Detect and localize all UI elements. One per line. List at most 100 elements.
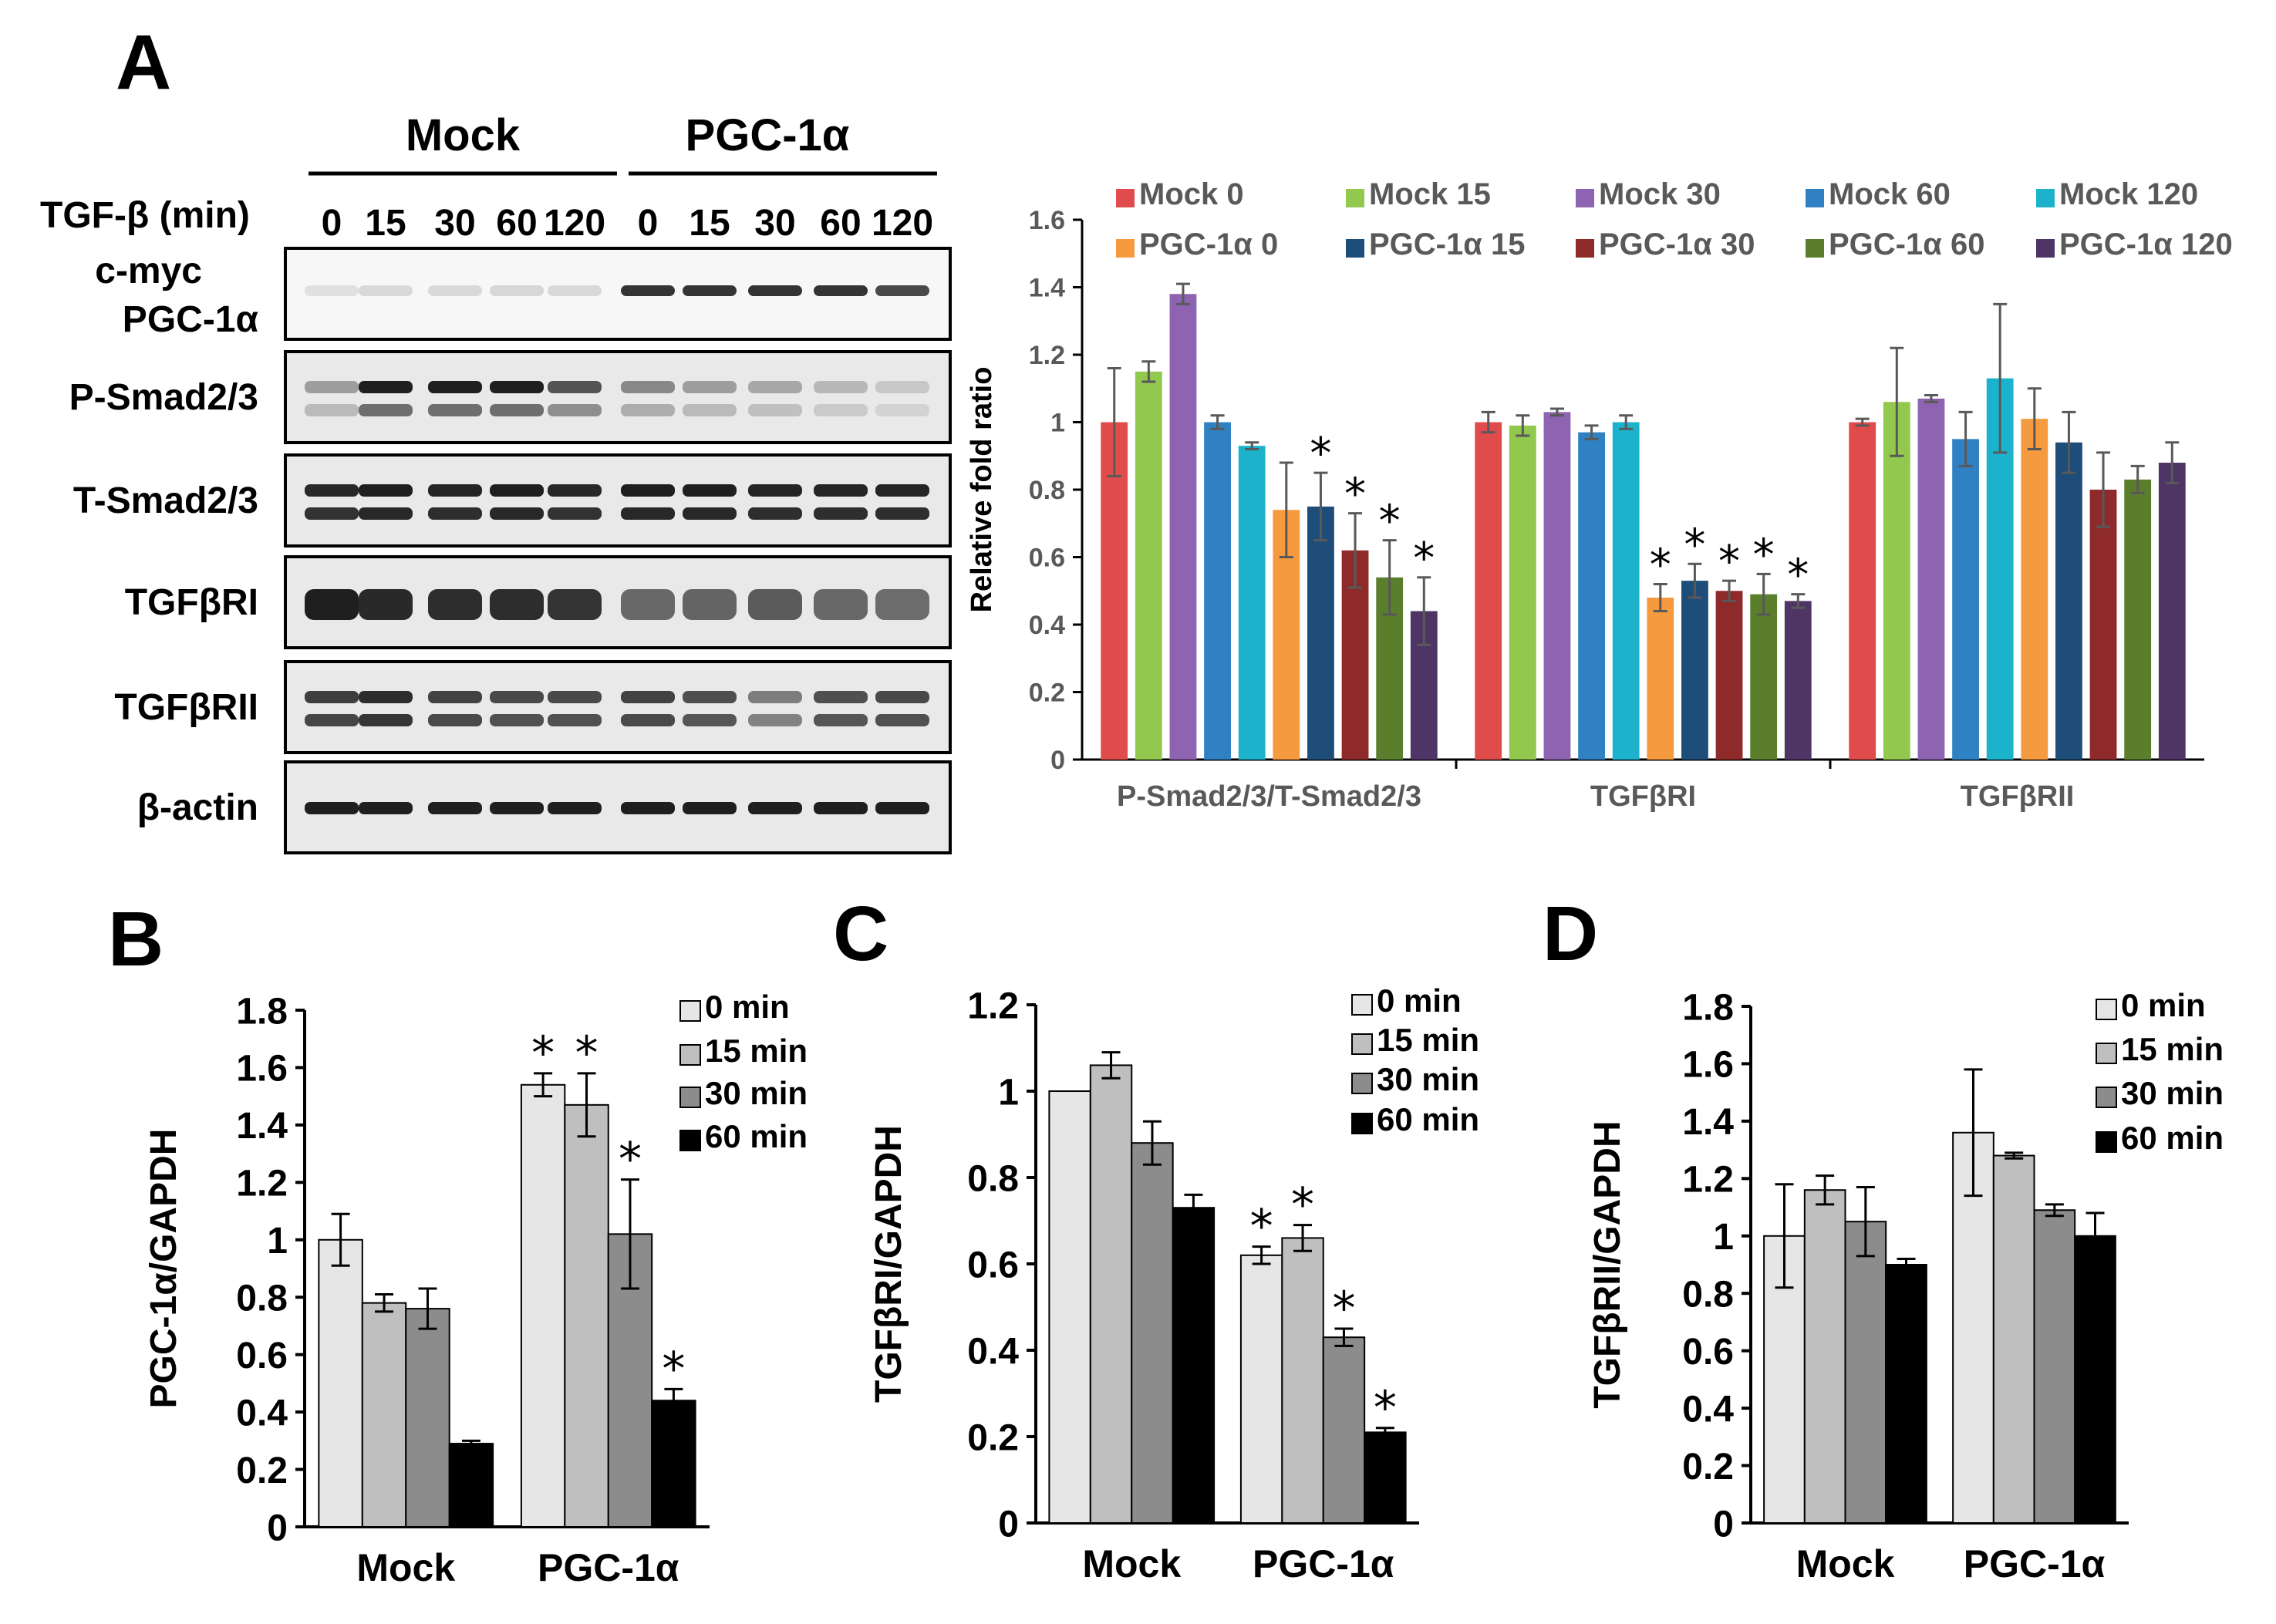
blot-band: [548, 285, 602, 296]
blot-band: [428, 589, 482, 620]
blot-band: [490, 285, 544, 296]
blot-band: [875, 381, 929, 393]
blot-band: [548, 802, 602, 814]
y-tick-label: 1.4: [1029, 274, 1065, 303]
legend-label: PGC-1α 120: [2059, 227, 2233, 261]
blot-band: [305, 285, 359, 296]
blot-band: [305, 802, 359, 814]
blot-band: [548, 404, 602, 416]
blot-band: [683, 484, 737, 497]
legend-label: Mock 120: [2059, 177, 2198, 211]
blot-band: [359, 484, 413, 497]
y-tick-label: 0.2: [236, 1450, 288, 1491]
legend-swatch: [1806, 189, 1824, 207]
legend-swatch: [1806, 239, 1824, 258]
bar: [1307, 506, 1334, 760]
y-tick-label: 1: [267, 1221, 288, 1262]
significance-star: *: [1787, 551, 1809, 601]
blot-band: [683, 381, 737, 393]
blot-row-label: P-Smad2/3: [69, 377, 258, 418]
legend-label: 30 min: [705, 1075, 808, 1111]
x-category-label: PGC-1α: [1964, 1542, 2106, 1585]
legend-label: 15 min: [705, 1033, 808, 1069]
significance-star: *: [1310, 429, 1331, 479]
bar: [2021, 419, 2048, 760]
blot-band: [305, 714, 359, 726]
legend-swatch: [2096, 1131, 2117, 1153]
y-axis-label: Relative fold ratio: [966, 367, 998, 613]
blot-band: [548, 691, 602, 703]
blot-band: [748, 507, 802, 520]
chart-a: 0 0.2 0.4 0.6 0.8 1 1.2 1.4 1.6 Relative fold rat…: [966, 177, 2233, 813]
blot-row-frame: [284, 660, 952, 754]
chart-b: 0 0.2 0.4 0.6 0.8 1 1.2 1.4 1.6 1.8 PGC-1α/GAPDH Mo…: [143, 989, 808, 1589]
legend-label: 60 min: [2121, 1120, 2224, 1156]
blot-band: [490, 589, 544, 620]
blot-band: [621, 285, 675, 296]
bar: [1172, 1207, 1216, 1524]
blot-band: [621, 802, 675, 814]
legend-label: 0 min: [705, 989, 790, 1025]
blot-row-label: c-myc: [95, 251, 202, 291]
blot-row-frame: [284, 453, 952, 548]
bar: [2089, 490, 2117, 760]
bar: [1101, 422, 1128, 760]
legend-swatch: [2036, 239, 2055, 258]
bar: [448, 1443, 494, 1528]
bar: [520, 1083, 566, 1528]
blot-lane-label: 30: [434, 203, 475, 244]
bar: [1715, 591, 1743, 760]
legend-label: 30 min: [2121, 1075, 2224, 1111]
y-axis-label: TGFβRI/GAPDH: [868, 1125, 909, 1403]
y-axis-label: TGFβRII/GAPDH: [1587, 1120, 1628, 1408]
y-tick-label: 0.2: [967, 1417, 1019, 1458]
legend-swatch: [1351, 994, 1373, 1016]
bar: [1238, 446, 1266, 760]
y-tick-label: 1.2: [1029, 341, 1065, 370]
legend-label: PGC-1α 60: [1829, 227, 1984, 261]
legend-swatch: [2096, 1087, 2117, 1108]
y-tick-label: 1: [1713, 1217, 1734, 1258]
y-tick-label: 1.8: [1682, 987, 1734, 1028]
significance-star: *: [1650, 541, 1671, 591]
blot-band: [621, 404, 675, 416]
blot-band: [359, 802, 413, 814]
legend-swatch: [679, 1130, 701, 1151]
blot-band: [490, 404, 544, 416]
legend-swatch: [1351, 1033, 1373, 1055]
y-tick-label: 1.4: [236, 1106, 288, 1147]
blot-band: [621, 484, 675, 497]
panel-label-b: B: [108, 896, 164, 982]
y-tick-label: 0.2: [1029, 679, 1065, 708]
blot-band: [748, 404, 802, 416]
blot-band: [875, 404, 929, 416]
y-tick-label: 1.8: [236, 991, 288, 1032]
legend-swatch: [679, 1000, 701, 1022]
legend-swatch: [1346, 239, 1364, 258]
significance-star: *: [1332, 1282, 1355, 1336]
blot-band: [683, 691, 737, 703]
blot-band: [875, 714, 929, 726]
bar: [1803, 1189, 1846, 1524]
y-tick-label: 1: [998, 1072, 1019, 1113]
blot-band: [359, 404, 413, 416]
blot-band: [814, 589, 868, 620]
y-tick-label: 0: [1050, 746, 1065, 775]
blot-band: [428, 404, 482, 416]
blot-band: [490, 714, 544, 726]
legend-swatch: [1576, 239, 1594, 258]
blot-row-label: TGFβRII: [114, 687, 258, 728]
significance-star: *: [619, 1133, 642, 1187]
bar: [1681, 581, 1708, 760]
bar: [1885, 1264, 1927, 1524]
significance-star: *: [1344, 470, 1366, 520]
bar: [2158, 463, 2186, 760]
bar: [405, 1308, 450, 1528]
blot-row-label: T-Smad2/3: [73, 480, 258, 521]
blot-band: [814, 404, 868, 416]
x-category-label: Mock: [356, 1546, 455, 1589]
x-category-label: Mock: [1082, 1542, 1181, 1585]
legend-label: 0 min: [1377, 982, 1462, 1019]
blot-band: [305, 484, 359, 497]
legend-label: Mock 30: [1599, 177, 1721, 211]
